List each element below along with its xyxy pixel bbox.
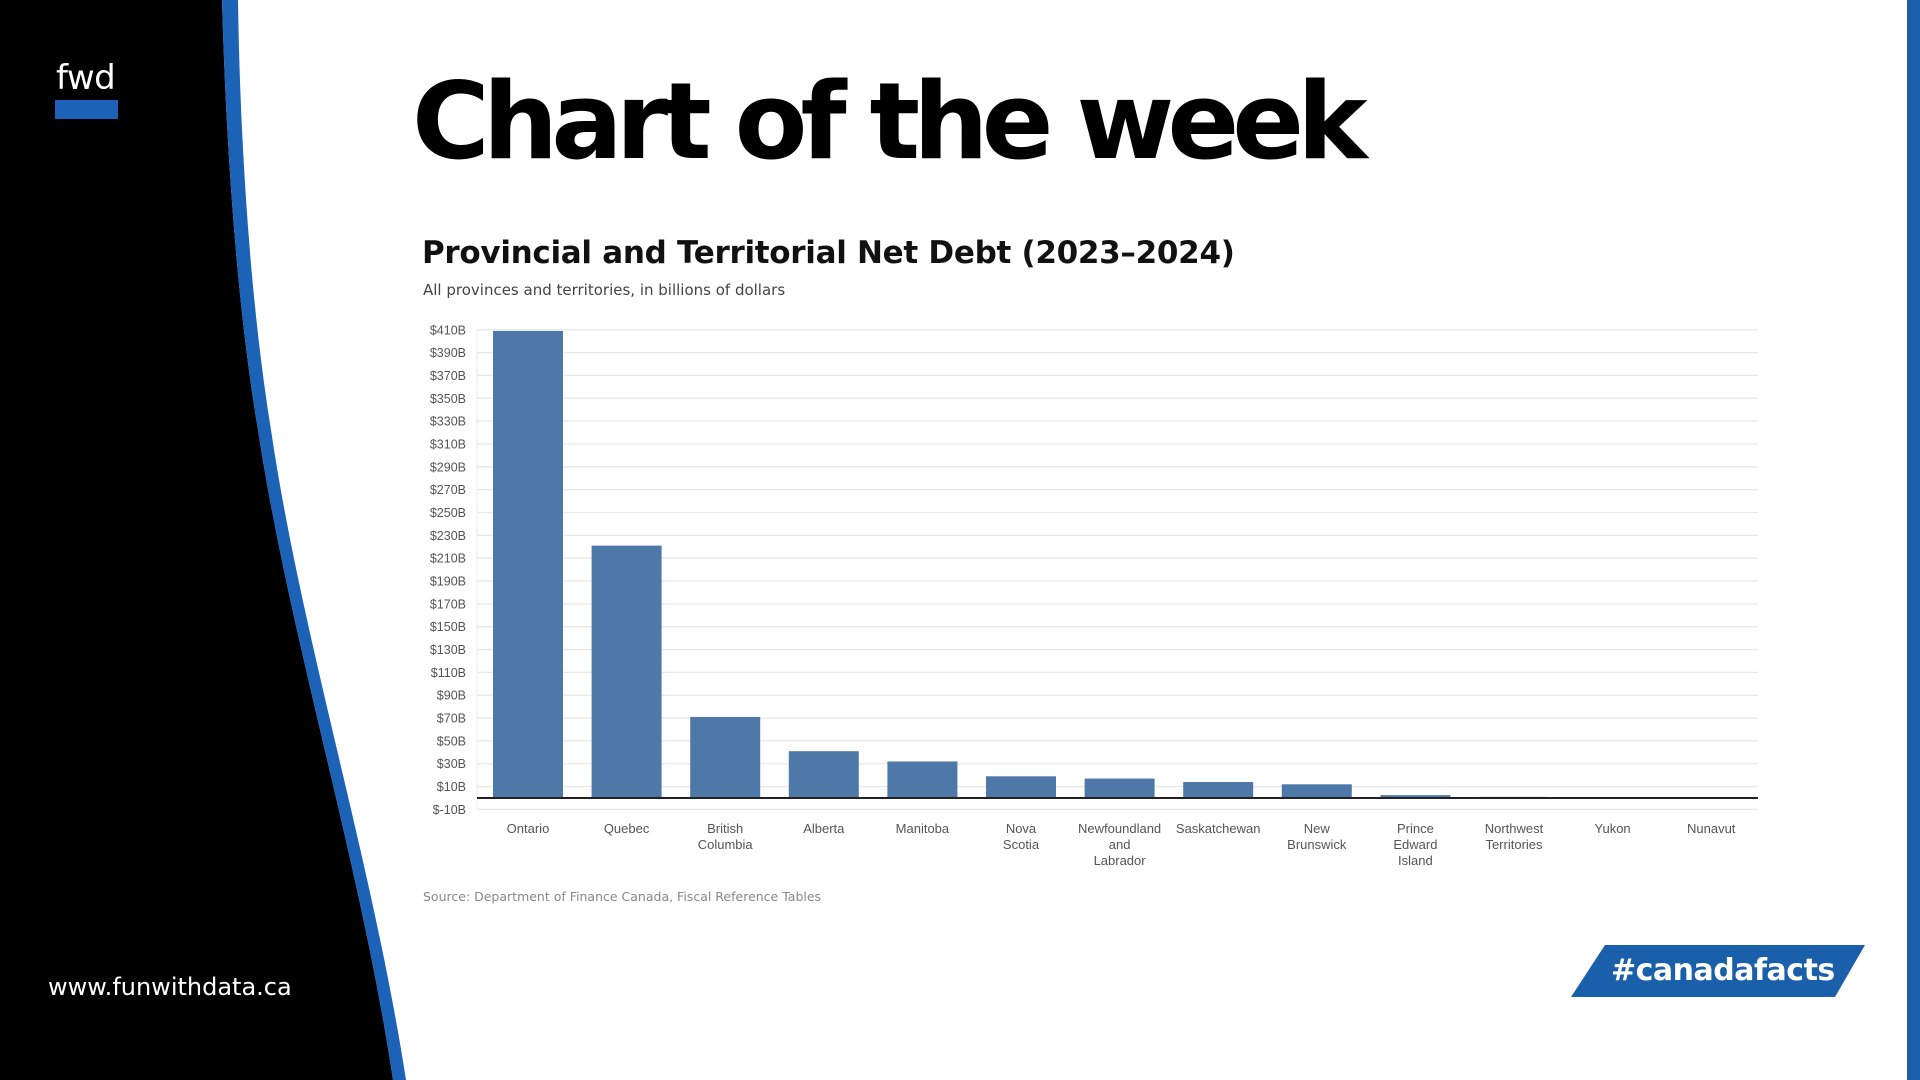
y-tick-label: $150B <box>430 620 466 634</box>
chart-gridlines <box>476 329 1758 811</box>
x-tick-label: Nova Scotia <box>1003 821 1040 852</box>
hashtag-banner-shape <box>1571 945 1865 997</box>
y-tick-label: $130B <box>430 643 466 657</box>
x-tick-label: Prince Edward Island <box>1393 821 1437 868</box>
y-tick-label: $350B <box>430 392 466 406</box>
y-tick-label: $50B <box>437 734 466 748</box>
logo-text: fwd <box>56 58 116 98</box>
x-tick-label: Ontario <box>507 821 550 836</box>
x-tick-label: Quebec <box>604 821 650 836</box>
y-tick-label: $-10B <box>433 803 466 817</box>
chart-subtitle: All provinces and territories, in billio… <box>423 281 786 299</box>
website-url: www.funwithdata.ca <box>48 973 292 1001</box>
logo-blue-bar <box>55 100 118 119</box>
y-tick-label: $290B <box>430 460 466 474</box>
y-tick-label: $270B <box>430 483 466 497</box>
bar-newfoundland-and-labrador[interactable] <box>1084 778 1155 798</box>
x-axis-labels: Ontario Quebec British Columbia Alberta Manit… <box>507 821 1736 868</box>
bar-alberta[interactable] <box>788 751 859 798</box>
y-tick-label: $10B <box>437 780 466 794</box>
chart-source: Source: Department of Finance Canada, Fi… <box>423 889 822 904</box>
bar-british-columbia[interactable] <box>690 716 761 798</box>
hashtag-text: #canadafacts <box>1611 953 1835 988</box>
chart-bars <box>493 330 1747 799</box>
x-tick-label: Saskatchewan <box>1176 821 1261 836</box>
fwd-logo: fwd <box>52 52 124 124</box>
y-tick-label: $210B <box>430 552 466 566</box>
bar-manitoba[interactable] <box>887 761 958 798</box>
x-tick-label: New Brunswick <box>1287 821 1347 852</box>
bar-nova-scotia[interactable] <box>986 776 1056 798</box>
bar-quebec[interactable] <box>591 545 662 798</box>
y-tick-label: $190B <box>430 575 466 589</box>
x-tick-label: Newfoundland and Labrador <box>1078 821 1161 868</box>
bar-prince-edward-island[interactable] <box>1380 795 1451 798</box>
y-tick-label: $330B <box>430 415 466 429</box>
hashtag-banner: #canadafacts <box>1571 945 1865 997</box>
x-tick-label: Alberta <box>803 821 845 836</box>
chart-title: Provincial and Territorial Net Debt (202… <box>422 235 1235 271</box>
bar-new-brunswick[interactable] <box>1281 784 1352 798</box>
left-black-panel <box>0 0 393 1080</box>
x-tick-label: British Columbia <box>698 821 754 852</box>
y-tick-label: $310B <box>430 437 466 451</box>
y-axis-labels: $-10B $10B $30B $50B $70B $90B $110B $130B $150B… <box>430 323 466 817</box>
y-tick-label: $170B <box>430 597 466 611</box>
x-tick-label: Manitoba <box>896 821 950 836</box>
y-tick-label: $250B <box>430 506 466 520</box>
x-tick-label: Nunavut <box>1687 821 1736 836</box>
page-title: Chart of the week <box>412 60 1368 183</box>
y-tick-label: $70B <box>437 712 466 726</box>
bar-ontario[interactable] <box>493 330 563 798</box>
left-blue-curve-stripe <box>222 0 406 1080</box>
x-tick-label: Northwest Territories <box>1485 821 1544 852</box>
right-blue-stripe <box>1907 0 1920 1080</box>
bar-saskatchewan[interactable] <box>1183 782 1254 798</box>
y-tick-label: $410B <box>430 323 466 337</box>
x-tick-label: Yukon <box>1595 821 1631 836</box>
y-tick-label: $90B <box>437 689 466 703</box>
y-tick-label: $390B <box>430 346 466 360</box>
y-tick-label: $110B <box>431 666 466 680</box>
y-tick-label: $230B <box>430 529 466 543</box>
y-tick-label: $30B <box>437 757 466 771</box>
y-tick-label: $370B <box>430 369 466 383</box>
